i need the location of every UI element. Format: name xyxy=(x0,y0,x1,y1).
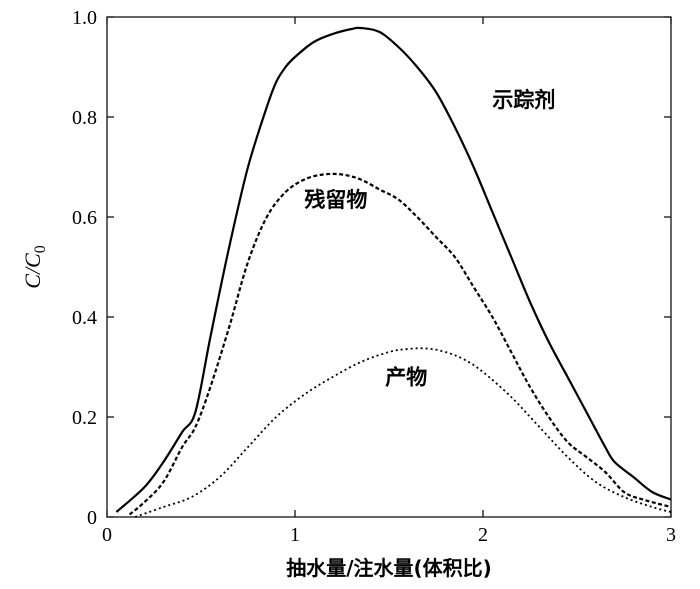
y-tick-label: 0.8 xyxy=(72,107,97,129)
series-line-product xyxy=(134,347,672,518)
y-axis-label: C/C0 xyxy=(20,245,49,288)
x-axis-label: 抽水量/注水量(体积比) xyxy=(286,556,492,580)
series-group xyxy=(115,26,672,518)
y-tick-label: 0 xyxy=(87,507,97,529)
x-tick-label: 0 xyxy=(102,524,112,546)
y-tick-label: 0.2 xyxy=(72,407,97,429)
series-line-residual xyxy=(128,172,672,516)
series-annotation: 残留物 xyxy=(304,188,367,212)
series-annotation: 产物 xyxy=(385,366,427,390)
plot-frame xyxy=(106,16,672,518)
x-tick-label: 1 xyxy=(290,524,300,546)
y-tick-label: 1.0 xyxy=(72,7,97,29)
series-line-tracer xyxy=(115,26,672,513)
plot-area xyxy=(106,16,672,518)
y-tick-label: 0.6 xyxy=(72,207,97,229)
axis-ticks: 0 1 2 3 0 0.2 0.4 0.6 0.8 1.0 xyxy=(72,7,676,546)
y-axis-label-subscript: 0 xyxy=(32,245,49,253)
series-annotation: 示踪剂 xyxy=(492,88,555,112)
y-axis-label-main: C/C xyxy=(20,253,45,289)
y-tick-label: 0.4 xyxy=(72,307,97,329)
x-tick-label: 3 xyxy=(666,524,676,546)
x-tick-label: 2 xyxy=(478,524,488,546)
